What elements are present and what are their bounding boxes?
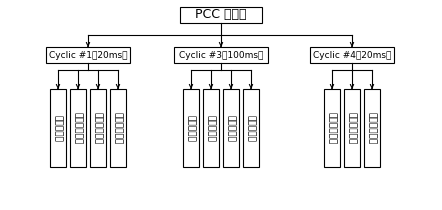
Text: 水轮机停机: 水轮机停机 (226, 115, 236, 142)
Text: 开关量输入: 开关量输入 (53, 115, 62, 142)
Bar (110, 89, 126, 167)
Bar (203, 89, 219, 167)
Bar (70, 89, 86, 167)
Text: 人机界面通信: 人机界面通信 (328, 112, 336, 144)
Text: PCC 控制器: PCC 控制器 (195, 8, 247, 21)
Bar (324, 89, 340, 167)
Bar (223, 89, 239, 167)
Text: 温度巡检通信: 温度巡检通信 (367, 112, 377, 144)
Bar (50, 89, 66, 167)
Text: 上位机通信等: 上位机通信等 (94, 112, 103, 144)
Bar (174, 47, 268, 63)
Bar (90, 89, 106, 167)
Text: 模拟量输入: 模拟量输入 (187, 115, 195, 142)
Bar (183, 89, 199, 167)
Text: 水轮机开机: 水轮机开机 (206, 115, 216, 142)
Bar (310, 47, 394, 63)
Bar (46, 47, 130, 63)
Text: Cyclic #1（20ms）: Cyclic #1（20ms） (49, 50, 127, 59)
Text: 转速继电器等: 转速继电器等 (114, 112, 122, 144)
Bar (243, 89, 259, 167)
Text: Cyclic #4（20ms）: Cyclic #4（20ms） (313, 50, 391, 59)
Text: 事故故障处理: 事故故障处理 (73, 112, 83, 144)
Text: Cyclic #3（100ms）: Cyclic #3（100ms） (179, 50, 263, 59)
Text: 电量仪通信等: 电量仪通信等 (347, 112, 357, 144)
Text: 功率调节等: 功率调节等 (247, 115, 255, 142)
Bar (180, 7, 262, 23)
Bar (364, 89, 380, 167)
Bar (344, 89, 360, 167)
